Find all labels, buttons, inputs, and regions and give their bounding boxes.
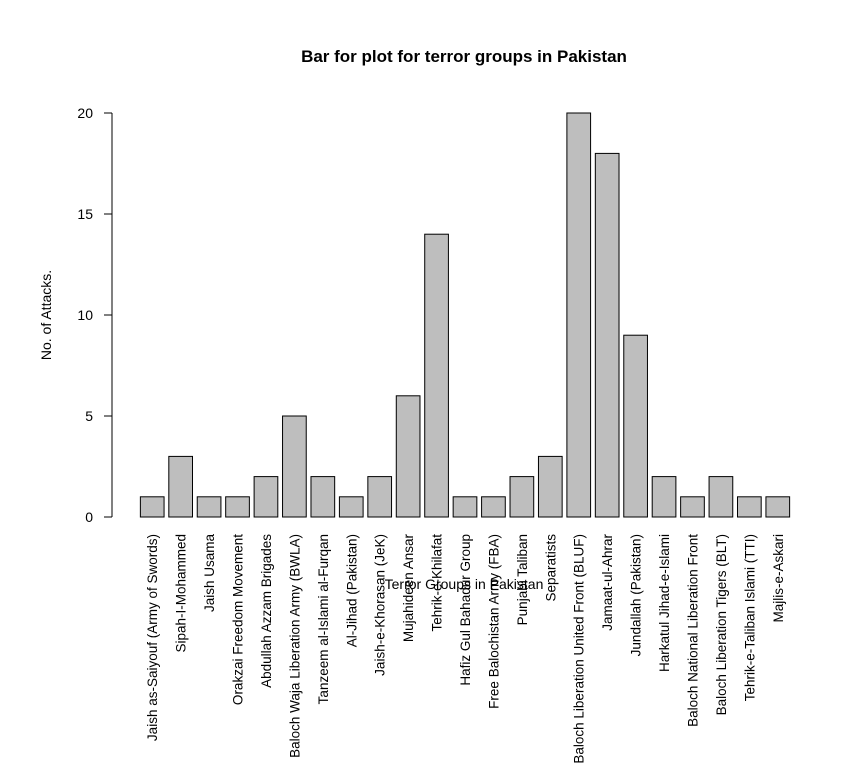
bars [139, 112, 791, 518]
x-tick-label: Jaish Usama [202, 534, 217, 613]
y-axis-label: No. of Attacks. [38, 270, 54, 360]
bar [139, 496, 165, 518]
y-tick-label: 20 [77, 105, 93, 121]
y-tick-label: 10 [77, 307, 93, 323]
bar [765, 496, 791, 518]
x-tick-label: Orakzai Freedom Movement [231, 534, 246, 705]
category-labels: Jaish as-Saiyouf (Army of Swords) Sipah-I… [145, 533, 786, 763]
x-tick-label: Jaish as-Saiyouf (Army of Swords) [145, 534, 160, 741]
bar [509, 476, 535, 518]
x-tick-label: Tehrik-e-Khilafat [430, 534, 445, 632]
x-tick-label: Punjabi Taliban [515, 534, 530, 625]
x-tick-label: Free Balochistan Army (FBA) [486, 534, 501, 709]
bar [338, 496, 364, 518]
bar [708, 476, 734, 518]
x-tick-label: Mujahideen Ansar [401, 534, 416, 643]
chart-title: Bar for plot for terror groups in Pakist… [301, 47, 627, 66]
bar [452, 496, 478, 518]
bar [651, 476, 677, 518]
bar [537, 455, 563, 518]
x-tick-label: Tanzeem al-Islami al-Furqan [316, 534, 331, 704]
x-tick-label: Baloch Waja Liberation Army (BWLA) [287, 534, 302, 758]
bar [168, 455, 194, 518]
bar [367, 476, 393, 518]
y-tick-label: 15 [77, 206, 93, 222]
bar [481, 496, 506, 518]
x-tick-label: Al-Jihad (Pakistan) [344, 534, 359, 647]
x-tick-label: Sipah-I-Mohammed [174, 534, 189, 653]
x-tick-label: Tehrik-e-Taliban Islami (TTI) [742, 534, 757, 701]
bar [737, 496, 762, 518]
bar [566, 112, 592, 518]
y-axis: 0 5 10 15 20 [77, 105, 113, 525]
x-tick-label: Harkatul Jihad-e-Islami [657, 534, 672, 672]
x-tick-label: Baloch National Liberation Front [685, 534, 700, 727]
x-tick-label: Separatists [543, 534, 558, 602]
bar [680, 496, 705, 518]
bar [282, 415, 307, 518]
bar [310, 476, 336, 518]
bar [196, 496, 222, 518]
x-tick-label: Jundallah (Pakistan) [629, 534, 644, 656]
x-axis-label: Terror Groups in Pakistan [385, 576, 544, 592]
x-tick-label: Hafiz Gul Bahadur Group [458, 534, 473, 686]
y-tick-label: 5 [85, 408, 93, 424]
x-tick-label: Jaish-e-Khorasan (JeK) [373, 534, 388, 676]
x-tick-label: Baloch Liberation United Front (BLUF) [572, 534, 587, 764]
bar [623, 334, 648, 518]
bar [395, 395, 421, 518]
bar [424, 233, 449, 518]
x-tick-label: Majlis-e-Askari [771, 534, 786, 623]
bar [225, 496, 250, 518]
x-tick-label: Jamaat-ul-Ahrar [600, 533, 615, 630]
x-tick-label: Abdullah Azzam Brigades [259, 534, 274, 688]
bar [594, 152, 620, 518]
bar [253, 476, 279, 518]
x-tick-label: Baloch Liberation Tigers (BLT) [714, 534, 729, 715]
y-tick-label: 0 [85, 509, 93, 525]
